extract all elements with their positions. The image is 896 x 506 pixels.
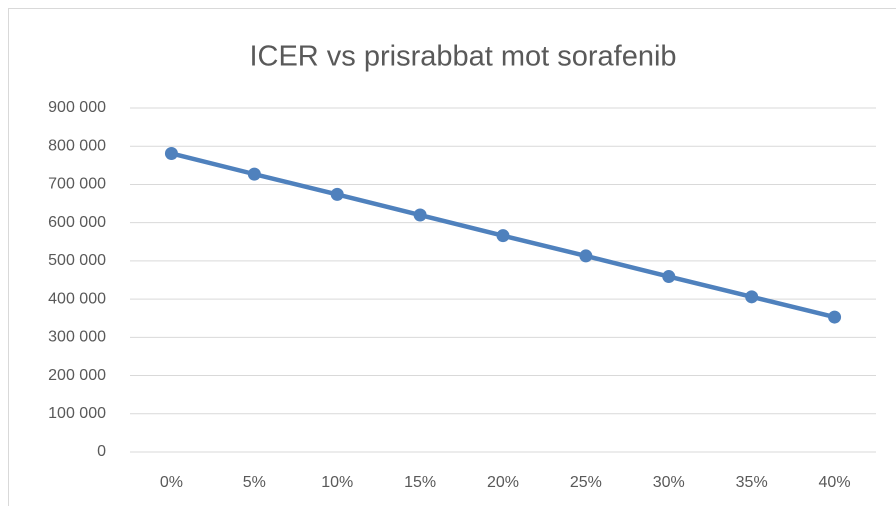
- point: [496, 229, 510, 243]
- y-tick-label: 700 000: [48, 176, 106, 193]
- point: [662, 270, 676, 284]
- point: [164, 146, 178, 160]
- y-tick-label: 100 000: [48, 405, 106, 422]
- x-tick-label: 5%: [243, 474, 266, 491]
- x-tick-label: 20%: [487, 474, 519, 491]
- point: [828, 310, 842, 324]
- point: [413, 208, 427, 222]
- x-tick-label: 40%: [819, 474, 851, 491]
- y-tick-label: 600 000: [48, 214, 106, 231]
- y-tick-label: 200 000: [48, 367, 106, 384]
- y-tick-label: 0: [97, 443, 106, 460]
- y-tick-label: 900 000: [48, 99, 106, 116]
- x-tick-label: 25%: [570, 474, 602, 491]
- y-tick-label: 500 000: [48, 252, 106, 269]
- y-tick-label: 300 000: [48, 329, 106, 346]
- x-tick-label: 30%: [653, 474, 685, 491]
- y-tick-label: 400 000: [48, 290, 106, 307]
- chart-title: ICER vs prisrabbat mot sorafenib: [249, 41, 676, 73]
- x-tick-label: 10%: [321, 474, 353, 491]
- x-tick-label: 0%: [160, 474, 183, 491]
- x-tick-label: 15%: [404, 474, 436, 491]
- chart-frame: [8, 8, 896, 506]
- x-tick-label: 35%: [736, 474, 768, 491]
- y-tick-label: 800 000: [48, 137, 106, 154]
- point: [247, 167, 261, 181]
- point: [330, 187, 344, 201]
- point: [579, 249, 593, 263]
- point: [745, 290, 759, 304]
